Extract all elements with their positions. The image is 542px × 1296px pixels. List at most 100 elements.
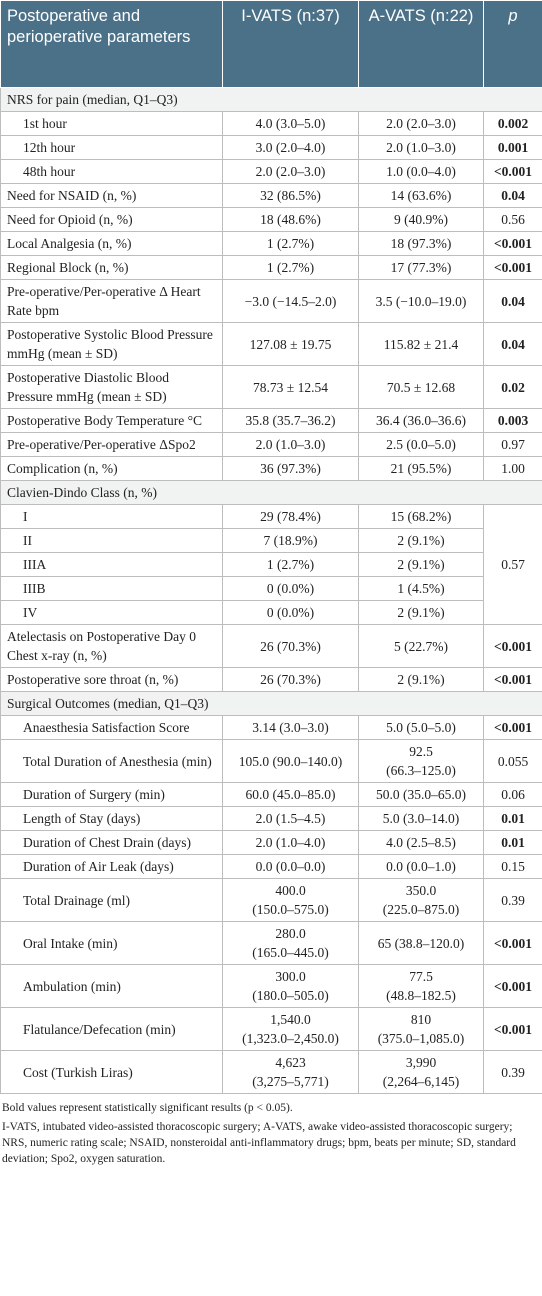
section-row: Surgical Outcomes (median, Q1–Q3) — [0, 691, 542, 716]
label-cell: Flatulance/Defecation (min) — [0, 1007, 223, 1051]
label-cell: Postoperative Body Temperature °C — [0, 408, 223, 433]
footnote: Bold values represent statistically sign… — [2, 1102, 293, 1114]
label-cell: Postoperative Diastolic Blood Pressure m… — [0, 365, 223, 409]
value-cell: 65 (38.8–120.0) — [358, 921, 484, 965]
footnotes: Bold values represent statistically sign… — [0, 1094, 542, 1167]
p-cell: <0.001 — [483, 921, 542, 965]
data-row: Pre-operative/Per-operative ΔSpo2 2.0 (1.… — [0, 432, 542, 457]
value-cell: 26 (70.3%) — [222, 667, 359, 692]
section-cell: Clavien-Dindo Class (n, %) — [0, 480, 542, 505]
value-cell: 4.0 (2.5–8.5) — [358, 830, 484, 855]
data-row: Duration of Chest Drain (days) 2.0 (1.0–4… — [0, 830, 542, 855]
data-row: 12th hour 3.0 (2.0–4.0) 2.0 (1.0–3.0) 0.001 — [0, 135, 542, 160]
data-row: Atelectasis on Postoperative Day 0 Chest… — [0, 624, 542, 668]
value-cell: 350.0 (225.0–875.0) — [358, 878, 484, 922]
data-row: Flatulance/Defecation (min) 1,540.0 (1,32… — [0, 1007, 542, 1051]
data-row: 1st hour 4.0 (3.0–5.0) 2.0 (2.0–3.0) 0.002 — [0, 111, 542, 136]
value-cell: 280.0 (165.0–445.0) — [222, 921, 359, 965]
label-cell: Total Drainage (ml) — [0, 878, 223, 922]
value-cell: 2.0 (2.0–3.0) — [358, 111, 484, 136]
value-cell: 127.08 ± 19.75 — [222, 322, 359, 366]
value-cell: 3.0 (2.0–4.0) — [222, 135, 359, 160]
data-row: Postoperative sore throat (n, %) 26 (70.3… — [0, 667, 542, 692]
p-cell: 0.39 — [483, 878, 542, 922]
data-row: II 7 (18.9%) 2 (9.1%) — [0, 528, 542, 553]
p-cell: 0.02 — [483, 365, 542, 409]
value-cell: 77.5 (48.8–182.5) — [358, 964, 484, 1008]
label-cell: Duration of Chest Drain (days) — [0, 830, 223, 855]
label-cell: Pre-operative/Per-operative ΔSpo2 — [0, 432, 223, 457]
section-row: Clavien-Dindo Class (n, %) — [0, 480, 542, 505]
label-cell: 48th hour — [0, 159, 223, 184]
p-cell: <0.001 — [483, 159, 542, 184]
value-cell: 4.0 (3.0–5.0) — [222, 111, 359, 136]
footnote: I-VATS, intubated video-assisted thoraco… — [2, 1121, 516, 1165]
data-row: Duration of Air Leak (days) 0.0 (0.0–0.0)… — [0, 854, 542, 879]
value-cell: 2 (9.1%) — [358, 600, 484, 625]
p-cell: <0.001 — [483, 964, 542, 1008]
data-row: Postoperative Systolic Blood Pressure mm… — [0, 322, 542, 366]
header-row: Postoperative and perioperative paramete… — [0, 0, 542, 88]
value-cell: 18 (48.6%) — [222, 207, 359, 232]
p-cell: <0.001 — [483, 255, 542, 280]
label-cell: IIIA — [0, 552, 223, 577]
label-cell: 1st hour — [0, 111, 223, 136]
data-row: Complication (n, %) 36 (97.3%) 21 (95.5%) 1… — [0, 456, 542, 481]
value-cell: 5.0 (5.0–5.0) — [358, 715, 484, 740]
value-cell: 14 (63.6%) — [358, 183, 484, 208]
data-row: Pre-operative/Per-operative Δ Heart Rate… — [0, 279, 542, 323]
label-cell: Oral Intake (min) — [0, 921, 223, 965]
data-row: Regional Block (n, %) 1 (2.7%) 17 (77.3%) <… — [0, 255, 542, 280]
value-cell: 18 (97.3%) — [358, 231, 484, 256]
header-cell: I-VATS (n:37) — [222, 0, 359, 88]
value-cell: 50.0 (35.0–65.0) — [358, 782, 484, 807]
p-cell: 1.00 — [483, 456, 542, 481]
p-cell: 0.055 — [483, 739, 542, 783]
value-cell: 92.5 (66.3–125.0) — [358, 739, 484, 783]
value-cell: 21 (95.5%) — [358, 456, 484, 481]
value-cell: 115.82 ± 21.4 — [358, 322, 484, 366]
data-row: Duration of Surgery (min) 60.0 (45.0–85.0… — [0, 782, 542, 807]
value-cell: 35.8 (35.7–36.2) — [222, 408, 359, 433]
table-header: Postoperative and perioperative paramete… — [0, 0, 542, 88]
data-row: Need for Opioid (n, %) 18 (48.6%) 9 (40.9%… — [0, 207, 542, 232]
p-cell: 0.01 — [483, 806, 542, 831]
value-cell: 29 (78.4%) — [222, 504, 359, 529]
value-cell: 4,623 (3,275–5,771) — [222, 1050, 359, 1094]
p-cell: 0.56 — [483, 207, 542, 232]
header-cell: p — [483, 0, 542, 88]
p-cell: <0.001 — [483, 624, 542, 668]
data-row: IIIB 0 (0.0%) 1 (4.5%) — [0, 576, 542, 601]
value-cell: 2.0 (2.0–3.0) — [222, 159, 359, 184]
data-row: Total Drainage (ml) 400.0 (150.0–575.0) 35… — [0, 878, 542, 922]
p-cell: 0.04 — [483, 322, 542, 366]
p-cell: 0.001 — [483, 135, 542, 160]
label-cell: Total Duration of Anesthesia (min) — [0, 739, 223, 783]
value-cell: 2.0 (1.0–3.0) — [358, 135, 484, 160]
p-cell: <0.001 — [483, 715, 542, 740]
label-cell: Complication (n, %) — [0, 456, 223, 481]
header-cell: A-VATS (n:22) — [358, 0, 484, 88]
value-cell: 3,990 (2,264–6,145) — [358, 1050, 484, 1094]
value-cell: 0.0 (0.0–1.0) — [358, 854, 484, 879]
label-cell: Atelectasis on Postoperative Day 0 Chest… — [0, 624, 223, 668]
data-row: Length of Stay (days) 2.0 (1.5–4.5) 5.0 (3… — [0, 806, 542, 831]
data-row: IIIA 1 (2.7%) 2 (9.1%) — [0, 552, 542, 577]
label-cell: Duration of Surgery (min) — [0, 782, 223, 807]
p-cell: 0.003 — [483, 408, 542, 433]
value-cell: 5 (22.7%) — [358, 624, 484, 668]
p-cell: 0.97 — [483, 432, 542, 457]
value-cell: 17 (77.3%) — [358, 255, 484, 280]
value-cell: 1 (2.7%) — [222, 231, 359, 256]
value-cell: 300.0 (180.0–505.0) — [222, 964, 359, 1008]
value-cell: 26 (70.3%) — [222, 624, 359, 668]
label-cell: Local Analgesia (n, %) — [0, 231, 223, 256]
label-cell: Regional Block (n, %) — [0, 255, 223, 280]
data-row: Total Duration of Anesthesia (min) 105.0 … — [0, 739, 542, 783]
value-cell: 1 (2.7%) — [222, 255, 359, 280]
label-cell: II — [0, 528, 223, 553]
label-cell: Anaesthesia Satisfaction Score — [0, 715, 223, 740]
value-cell: 3.14 (3.0–3.0) — [222, 715, 359, 740]
data-row: Postoperative Diastolic Blood Pressure m… — [0, 365, 542, 409]
